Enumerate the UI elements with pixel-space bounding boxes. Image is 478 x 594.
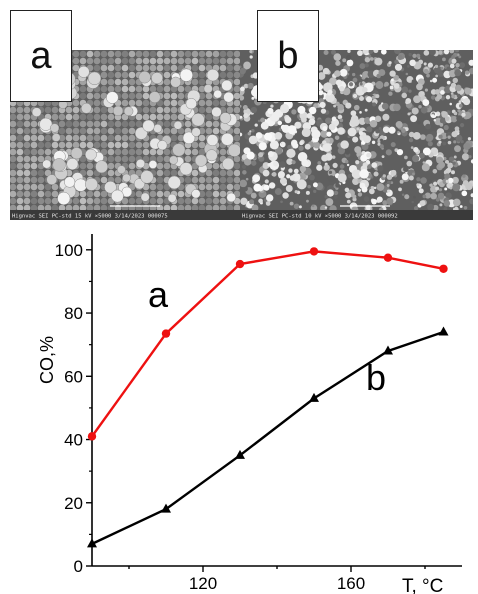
series-a-point	[161, 329, 171, 338]
series-a-line	[91, 250, 444, 438]
series-a-point	[309, 247, 319, 256]
series-b-point	[161, 503, 171, 513]
series-b-point	[309, 392, 319, 402]
series-a-point	[87, 432, 97, 441]
series-a-point	[439, 264, 448, 273]
x-tick-label: 160	[337, 574, 365, 593]
series-b-point	[438, 326, 449, 336]
y-tick-label: 40	[64, 431, 83, 450]
series-label-a: a	[148, 274, 169, 315]
panel-label-b: b	[257, 10, 319, 102]
series-a-point	[235, 259, 245, 269]
y-tick-label: 0	[74, 557, 83, 576]
panel-label-a: a	[10, 10, 72, 102]
series-b-line	[91, 330, 444, 545]
y-axis-title: CO,%	[37, 336, 57, 384]
x-tick-label: 120	[189, 574, 217, 593]
series-b-point	[383, 345, 393, 355]
x-axis-title: T, °C	[402, 576, 443, 594]
sem-image-b: Hignvac SEI PC-std 10 kV ×5000 3/14/2023…	[240, 50, 473, 220]
y-tick-label: 80	[64, 304, 83, 323]
y-tick-label: 100	[55, 241, 83, 260]
series-a-point	[383, 253, 393, 262]
sem-footer-b: Hignvac SEI PC-std 10 kV ×5000 3/14/2023…	[242, 214, 398, 220]
series-b-point	[235, 449, 245, 459]
co-conversion-chart: 0 20 40 60 80 100 120 160 CO,% T, °C a b	[37, 234, 462, 594]
y-tick-label: 60	[64, 367, 83, 386]
series-label-b: b	[366, 357, 386, 398]
series-b-point	[87, 538, 97, 548]
sem-footer-a: Hignvac SEI PC-std 15 kV ×5000 3/14/2023…	[12, 214, 168, 220]
y-tick-label: 20	[64, 494, 83, 513]
